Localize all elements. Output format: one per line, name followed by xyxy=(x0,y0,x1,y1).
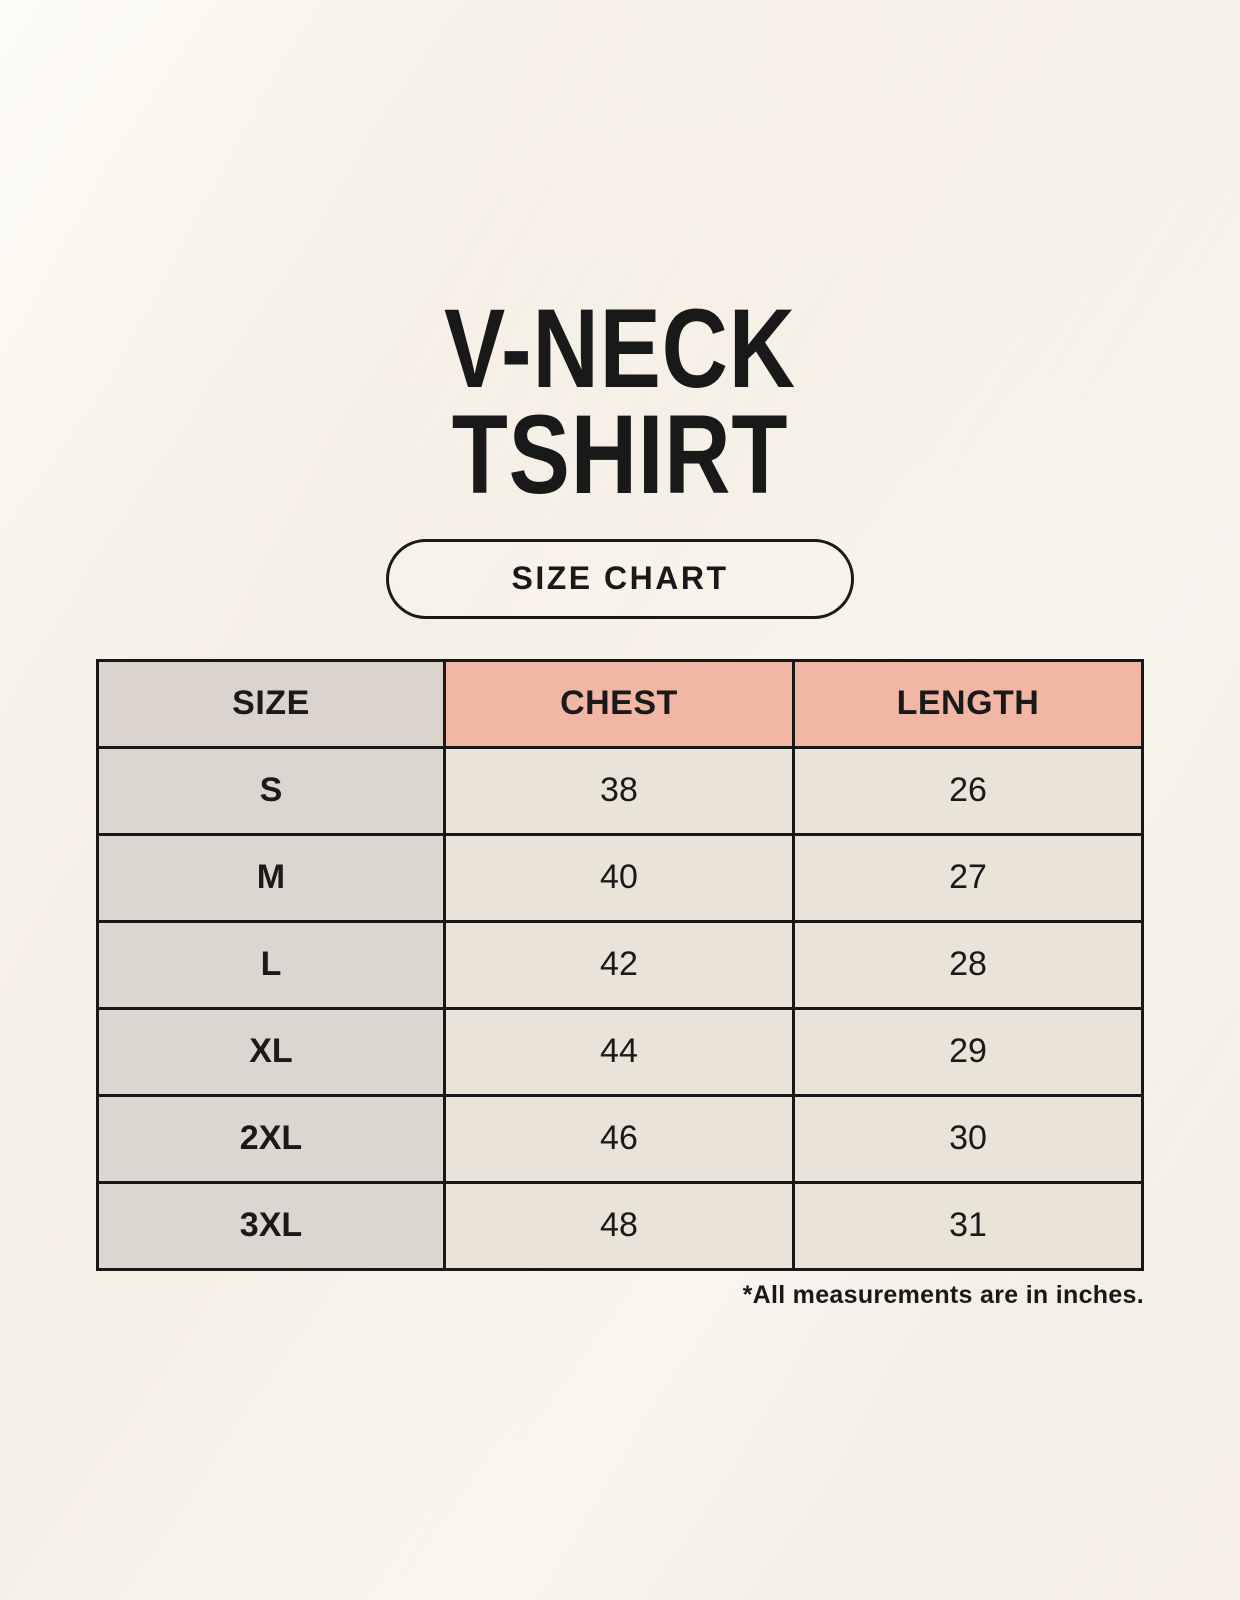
table-header-row: SIZE CHEST LENGTH xyxy=(96,658,1145,749)
table-row-s: S 38 26 xyxy=(96,745,1145,836)
size-label: 3XL xyxy=(96,1180,446,1271)
table-row-3xl: 3XL 48 31 xyxy=(96,1180,1145,1271)
table-row-2xl: 2XL 46 30 xyxy=(96,1093,1145,1184)
content: V-NECK TSHIRT SIZE CHART SIZE CHEST LENG… xyxy=(0,0,1240,1309)
size-chart-button[interactable]: SIZE CHART xyxy=(386,538,854,619)
length-value: 28 xyxy=(791,919,1145,1010)
size-label: 2XL xyxy=(96,1093,446,1184)
length-value: 30 xyxy=(791,1093,1145,1184)
size-label: XL xyxy=(96,1006,446,1097)
chest-value: 42 xyxy=(442,919,795,1010)
column-header-length: LENGTH xyxy=(791,658,1145,749)
product-title-line-2: TSHIRT xyxy=(451,392,789,518)
length-value: 29 xyxy=(791,1006,1145,1097)
measurements-footnote: *All measurements are in inches. xyxy=(742,1280,1144,1309)
product-title: V-NECK TSHIRT xyxy=(0,0,1240,518)
column-header-chest: CHEST xyxy=(442,658,795,749)
table-row-m: M 40 27 xyxy=(96,832,1145,923)
chest-value: 38 xyxy=(442,745,795,836)
chest-value: 48 xyxy=(442,1180,795,1271)
size-label: L xyxy=(96,919,446,1010)
size-label: S xyxy=(96,745,446,836)
column-header-size: SIZE xyxy=(96,658,446,749)
chest-value: 40 xyxy=(442,832,795,923)
table-row-xl: XL 44 29 xyxy=(96,1006,1145,1097)
chest-value: 46 xyxy=(442,1093,795,1184)
length-value: 27 xyxy=(791,832,1145,923)
product-title-line-1: V-NECK xyxy=(444,286,796,411)
size-chart-table: SIZE CHEST LENGTH S 38 26 M 40 27 L xyxy=(96,658,1145,1271)
chest-value: 44 xyxy=(442,1006,795,1097)
table-row-l: L 42 28 xyxy=(96,919,1145,1010)
length-value: 31 xyxy=(791,1180,1145,1271)
size-chart-button-label: SIZE CHART xyxy=(511,560,729,597)
length-value: 26 xyxy=(791,745,1145,836)
size-label: M xyxy=(96,832,446,923)
